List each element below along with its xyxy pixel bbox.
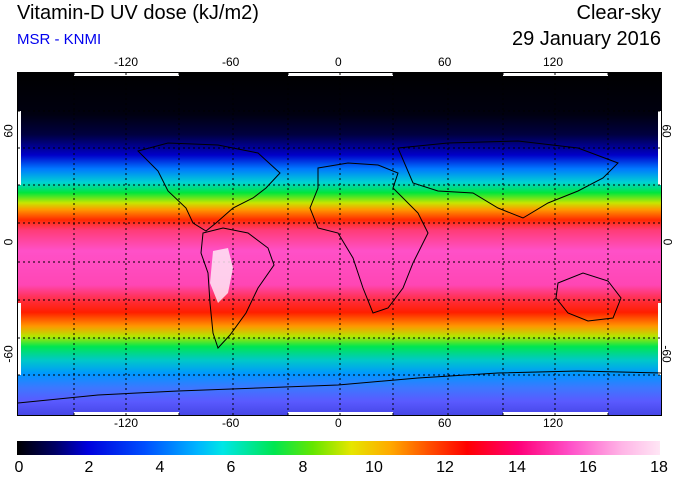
map-overlay <box>18 73 661 415</box>
graticule <box>18 73 661 415</box>
colorbar-tick-6: 6 <box>226 459 236 476</box>
map-title: Vitamin-D UV dose (kJ/m2) <box>17 2 259 24</box>
lon-tick-top-0: 0 <box>335 55 342 69</box>
high-dose-patch <box>210 248 233 303</box>
colorbar-tick-8: 8 <box>298 459 308 476</box>
lon-tick-bottom-neg60: -60 <box>222 416 240 430</box>
map-date: 29 January 2016 <box>511 28 661 50</box>
lat-tick-left-0: 0 <box>1 238 16 246</box>
lat-tick-right-60: 60 <box>659 124 674 138</box>
south-america-coast <box>200 227 275 349</box>
antarctica-coast <box>18 370 661 404</box>
uv-dose-map <box>17 72 662 416</box>
lon-tick-top-60: 60 <box>438 55 452 69</box>
lon-tick-bottom-0: 0 <box>335 416 342 430</box>
lat-tick-right-0: 0 <box>660 238 675 246</box>
colorbar-tick-2: 2 <box>84 459 94 476</box>
australia-coast <box>555 272 622 322</box>
lon-tick-bottom-60: 60 <box>438 416 452 430</box>
colorbar-tick-10: 10 <box>365 459 383 476</box>
lat-tick-left-neg60: -60 <box>1 345 16 363</box>
europe-africa-coast <box>309 162 429 314</box>
asia-coast <box>397 140 619 219</box>
sky-condition: Clear-sky <box>576 2 661 24</box>
colorbar-tick-16: 16 <box>579 459 597 476</box>
colorbar-tick-0: 0 <box>14 459 24 476</box>
lon-tick-bottom-120: 120 <box>543 416 564 430</box>
lon-tick-top-120: 120 <box>543 55 564 69</box>
colorbar-tick-4: 4 <box>155 459 165 476</box>
map-source: MSR - KNMI <box>17 31 102 48</box>
lat-tick-left-60: 60 <box>1 124 16 138</box>
lat-tick-right-neg60: -60 <box>659 345 674 363</box>
colorbar-tick-12: 12 <box>436 459 454 476</box>
colorbar <box>17 441 660 455</box>
lon-tick-top-neg120: -120 <box>114 55 139 69</box>
colorbar-tick-14: 14 <box>508 459 526 476</box>
coastlines <box>18 140 661 404</box>
lon-tick-top-neg60: -60 <box>222 55 240 69</box>
north-america-coast <box>137 142 281 232</box>
colorbar-tick-18: 18 <box>650 459 668 476</box>
lon-tick-bottom-neg120: -120 <box>114 416 139 430</box>
